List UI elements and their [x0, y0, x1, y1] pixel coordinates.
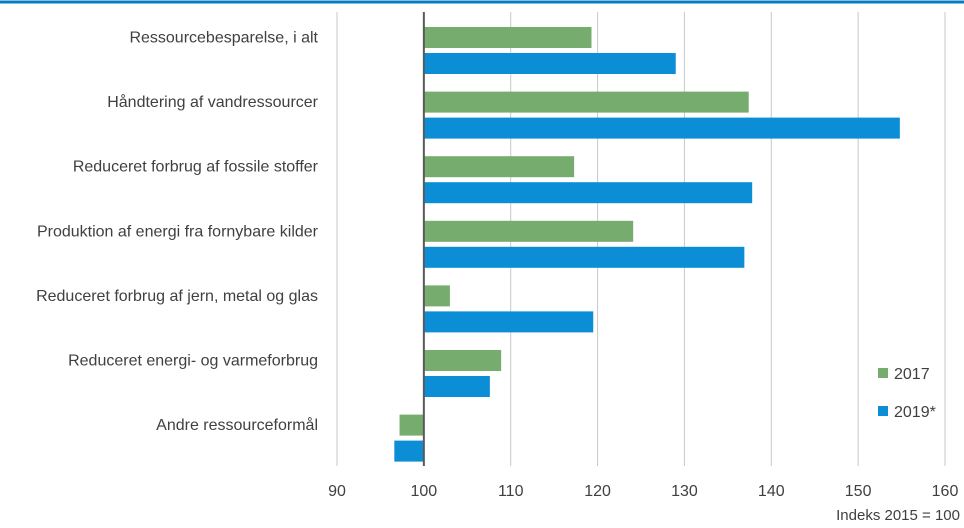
- x-tick-label: 140: [758, 483, 785, 500]
- bars: [394, 27, 900, 462]
- x-tick-label: 110: [498, 483, 524, 500]
- category-labels: Ressourcebesparelse, i alt Håndtering af …: [36, 30, 319, 435]
- x-tick-label: 160: [932, 483, 959, 500]
- bar-2019-7: [394, 440, 424, 462]
- bar-2019-1: [423, 53, 676, 74]
- x-tick-label: 120: [584, 483, 611, 500]
- legend-label: 2017: [894, 366, 930, 383]
- bar-2019-5: [423, 311, 594, 333]
- bar-2019-4: [423, 246, 745, 268]
- bar-2019-2: [423, 117, 900, 139]
- category-label: Reduceret forbrug af jern, metal og glas: [36, 288, 318, 305]
- x-tick-label: 150: [845, 483, 872, 500]
- category-label: Produktion af energi fra fornybare kilde…: [37, 223, 319, 240]
- x-axis-note: Indeks 2015 = 100: [836, 507, 960, 524]
- bar-2017-5: [423, 285, 450, 307]
- legend-swatch-2017: [878, 368, 888, 378]
- legend: 2017 2019*: [878, 366, 936, 421]
- category-label: Ressourcebesparelse, i alt: [129, 30, 318, 47]
- legend-swatch-2019: [878, 406, 888, 416]
- legend-label: 2019*: [894, 404, 936, 421]
- category-label: Reduceret energi- og varmeforbrug: [68, 353, 318, 370]
- bar-2017-2: [423, 91, 749, 113]
- x-tick-label: 100: [411, 483, 438, 500]
- bar-2017-6: [423, 350, 502, 371]
- bar-2019-3: [423, 182, 753, 204]
- bar-2019-6: [423, 376, 490, 397]
- bar-2017-7: [399, 414, 424, 436]
- x-tick-label: 130: [671, 483, 698, 500]
- x-tick-label: 90: [328, 483, 346, 500]
- bar-2017-4: [423, 220, 634, 242]
- category-label: Håndtering af vandressourcer: [107, 93, 318, 111]
- bar-2017-1: [423, 27, 592, 48]
- x-tick-labels: 90 100 110 120 130 140 150 160: [328, 483, 958, 500]
- category-label: Reduceret forbrug af fossile stoffer: [73, 159, 319, 176]
- category-label: Andre ressourceformål: [156, 416, 318, 434]
- bar-2017-3: [423, 156, 575, 178]
